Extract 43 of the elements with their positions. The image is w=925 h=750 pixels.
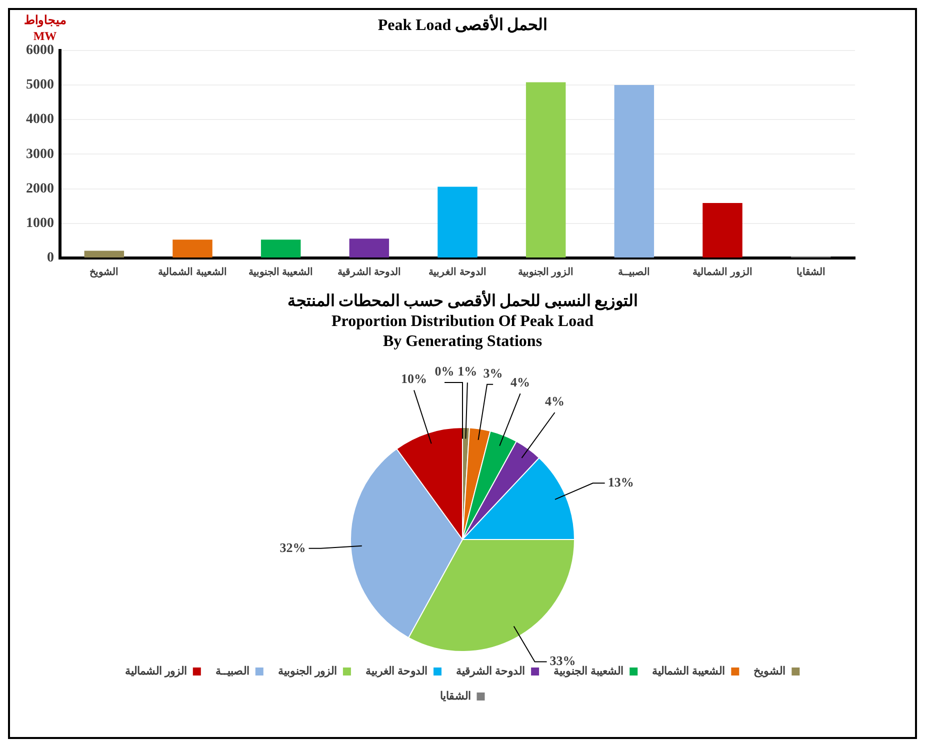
legend-label: الشقايا <box>440 690 471 703</box>
x-tick-label: الشعيبة الجنوبية <box>248 266 314 278</box>
legend-label: الصبيــة <box>215 666 250 678</box>
y-tick-label: 5000 <box>26 78 54 93</box>
data-label: 4% <box>510 374 530 390</box>
y-tick-label: 0 <box>47 250 54 266</box>
y-axis-title: ميجاواط MW <box>23 12 67 44</box>
x-tick-label: الشويخ <box>90 266 119 278</box>
legend-label: الشويخ <box>754 666 786 678</box>
text: 0% <box>434 363 454 378</box>
bar <box>349 238 390 258</box>
bar <box>702 202 742 258</box>
bar <box>614 85 654 258</box>
x-tick-label: الدوحة الشرقية <box>337 266 402 278</box>
data-label: 32% <box>280 540 306 555</box>
bar <box>260 240 301 258</box>
data-label: 33% <box>550 653 576 668</box>
bar <box>526 82 566 258</box>
y-tick-label: 3000 <box>26 146 54 162</box>
x-tick-label: الزور الجنوبية <box>518 266 574 278</box>
legend-label: الدوحة الشرقية <box>456 666 526 678</box>
data-label: 10% <box>400 371 427 386</box>
x-tick-label: الشعيبة الشمالية <box>158 266 227 278</box>
bar <box>84 250 124 258</box>
data-label: 1% <box>458 363 478 378</box>
data-label: 3% <box>483 365 503 380</box>
data-label: 13% <box>608 474 634 490</box>
legend-label: الدوحة الغربية <box>365 666 428 678</box>
y-tick-label: 6000 <box>26 43 54 58</box>
data-label: 4% <box>545 393 565 408</box>
x-tick-label: الشقايا <box>796 266 826 278</box>
legend-label: الشعيبة الشمالية <box>652 666 726 678</box>
bar <box>438 186 478 258</box>
y-tick-label: 1000 <box>26 216 54 232</box>
legend-label: الزور الجنوبية <box>278 666 337 678</box>
legend-label: الشعيبة الجنوبية <box>554 666 624 678</box>
x-tick-label: الزور الشمالية <box>692 266 752 278</box>
bar <box>172 240 212 258</box>
legend-label: الزور الشمالية <box>124 666 187 678</box>
x-tick-label: الدوحة الغربية <box>428 266 486 278</box>
y-tick-label: 2000 <box>26 181 54 196</box>
x-tick-label: الصبيــة <box>618 266 650 278</box>
y-tick-label: 4000 <box>26 112 54 128</box>
